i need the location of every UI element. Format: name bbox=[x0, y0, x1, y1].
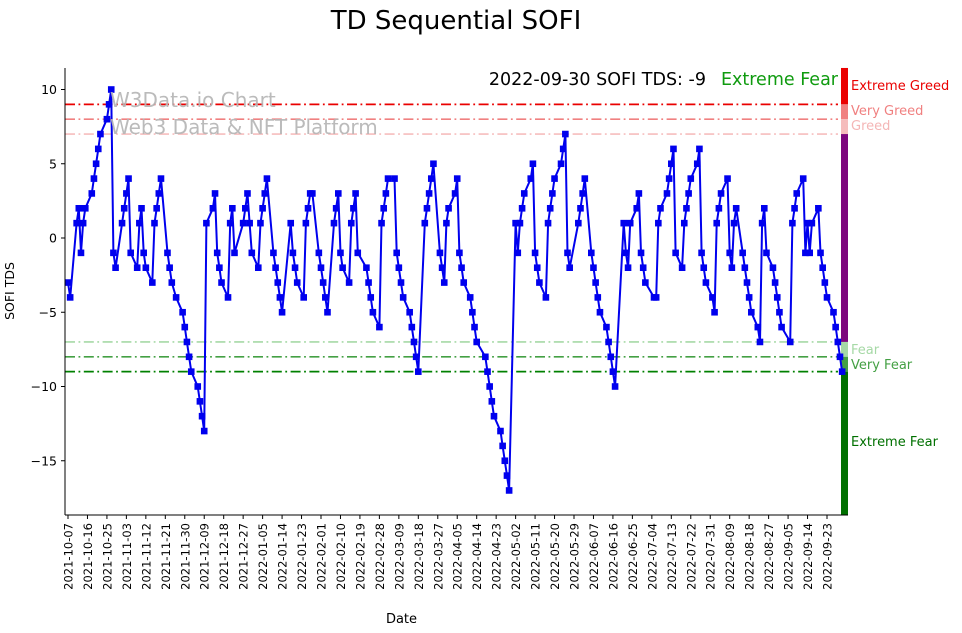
svg-text:2021-10-25: 2021-10-25 bbox=[100, 523, 114, 590]
svg-text:10: 10 bbox=[41, 82, 57, 97]
svg-text:2022-06-16: 2022-06-16 bbox=[606, 523, 620, 590]
svg-text:2022-07-22: 2022-07-22 bbox=[684, 523, 698, 590]
y-axis-label: SOFI TDS bbox=[2, 262, 17, 320]
headline: 2022-09-30 SOFI TDS: -9 Extreme Fear bbox=[489, 70, 838, 90]
svg-text:2021-12-09: 2021-12-09 bbox=[198, 523, 212, 590]
headline-sentiment-label: Extreme Fear bbox=[720, 70, 838, 90]
svg-text:2022-07-31: 2022-07-31 bbox=[704, 523, 718, 590]
svg-text:2022-05-20: 2022-05-20 bbox=[548, 523, 562, 590]
svg-text:0: 0 bbox=[49, 231, 57, 246]
svg-text:2021-11-03: 2021-11-03 bbox=[120, 523, 134, 590]
svg-text:−15: −15 bbox=[31, 453, 57, 468]
svg-text:2022-07-04: 2022-07-04 bbox=[645, 523, 659, 590]
svg-text:2022-05-11: 2022-05-11 bbox=[529, 523, 543, 590]
svg-text:2022-01-05: 2022-01-05 bbox=[256, 523, 270, 590]
svg-text:2022-06-07: 2022-06-07 bbox=[587, 523, 601, 590]
svg-text:2021-10-16: 2021-10-16 bbox=[81, 523, 95, 590]
svg-text:2022-01-23: 2022-01-23 bbox=[295, 523, 309, 590]
zone-label-extreme-greed: Extreme Greed bbox=[851, 79, 950, 94]
x-axis-label: Date bbox=[386, 612, 417, 627]
svg-text:2021-11-21: 2021-11-21 bbox=[159, 523, 173, 590]
svg-text:2022-06-25: 2022-06-25 bbox=[626, 523, 640, 590]
svg-text:2022-08-09: 2022-08-09 bbox=[723, 523, 737, 590]
svg-text:2022-09-05: 2022-09-05 bbox=[782, 523, 796, 590]
svg-text:2022-02-19: 2022-02-19 bbox=[353, 523, 367, 590]
zone-label-fear: Fear bbox=[851, 343, 880, 358]
svg-text:2022-04-23: 2022-04-23 bbox=[490, 523, 504, 590]
svg-text:2022-03-27: 2022-03-27 bbox=[431, 523, 445, 590]
svg-text:2022-04-14: 2022-04-14 bbox=[470, 523, 484, 590]
zone-label-very-fear: Very Fear bbox=[851, 358, 913, 373]
svg-text:2022-03-09: 2022-03-09 bbox=[392, 523, 406, 590]
headline-tds-value: 2022-09-30 SOFI TDS: -9 bbox=[488, 70, 706, 90]
svg-text:2022-08-18: 2022-08-18 bbox=[743, 523, 757, 590]
svg-text:2021-11-30: 2021-11-30 bbox=[178, 523, 192, 590]
svg-text:2022-01-14: 2022-01-14 bbox=[276, 523, 290, 590]
svg-text:2022-08-27: 2022-08-27 bbox=[762, 523, 776, 590]
svg-text:2022-02-01: 2022-02-01 bbox=[315, 523, 329, 590]
svg-text:2021-10-07: 2021-10-07 bbox=[62, 523, 76, 590]
zone-label-extreme-fear: Extreme Fear bbox=[851, 435, 938, 450]
svg-text:2022-02-10: 2022-02-10 bbox=[334, 523, 348, 590]
svg-text:2021-12-27: 2021-12-27 bbox=[237, 523, 251, 590]
svg-text:2022-02-28: 2022-02-28 bbox=[373, 523, 387, 590]
svg-text:2022-03-18: 2022-03-18 bbox=[412, 523, 426, 590]
svg-text:2022-07-13: 2022-07-13 bbox=[665, 523, 679, 590]
svg-text:2022-05-29: 2022-05-29 bbox=[568, 523, 582, 590]
svg-text:2021-12-18: 2021-12-18 bbox=[217, 523, 231, 590]
svg-text:−10: −10 bbox=[31, 379, 57, 394]
svg-text:2022-09-23: 2022-09-23 bbox=[821, 523, 835, 590]
svg-text:2022-04-05: 2022-04-05 bbox=[451, 523, 465, 590]
svg-text:5: 5 bbox=[49, 156, 57, 171]
chart-title: TD Sequential SOFI bbox=[330, 6, 582, 36]
svg-text:2022-05-02: 2022-05-02 bbox=[509, 523, 523, 590]
svg-text:2022-09-14: 2022-09-14 bbox=[801, 523, 815, 590]
zone-label-greed: Greed bbox=[851, 119, 891, 134]
zone-label-very-greed: Very Greed bbox=[851, 104, 924, 119]
svg-text:−5: −5 bbox=[39, 305, 57, 320]
svg-text:2021-11-12: 2021-11-12 bbox=[139, 523, 153, 590]
